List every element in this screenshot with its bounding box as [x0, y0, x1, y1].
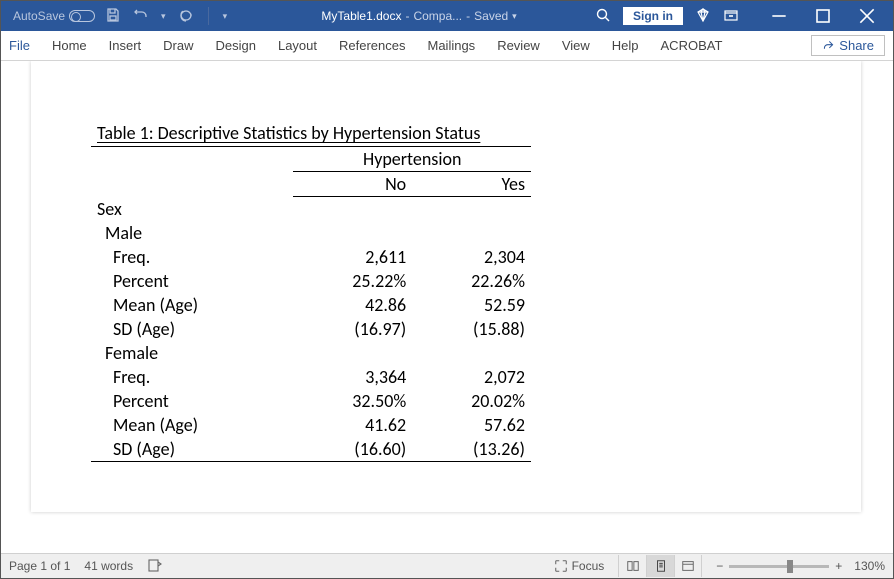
table-subgroup: Female — [91, 341, 531, 365]
table-row-label: Mean (Age) — [91, 413, 293, 437]
table-cell: 52.59 — [412, 293, 531, 317]
read-mode-button[interactable] — [618, 555, 646, 577]
table-row-label: Mean (Age) — [91, 293, 293, 317]
qat-dropdown-icon[interactable]: ▾ — [223, 11, 228, 22]
table-cell: 41.62 — [293, 413, 412, 437]
window-title: MyTable1.docx - Compa... - Saved ▾ — [243, 9, 595, 23]
zoom-in-button[interactable]: + — [835, 559, 842, 573]
table-cell: 2,304 — [412, 245, 531, 269]
table-row-label: Percent — [91, 269, 293, 293]
tab-help[interactable]: Help — [612, 38, 639, 53]
table-row-label: SD (Age) — [91, 317, 293, 341]
tab-design[interactable]: Design — [216, 38, 256, 53]
page: Table 1: Descriptive Statistics by Hyper… — [31, 61, 861, 512]
table-cell: 3,364 — [293, 365, 412, 389]
view-mode-buttons — [618, 555, 702, 577]
stats-table: Table 1: Descriptive Statistics by Hyper… — [91, 121, 531, 462]
tab-acrobat[interactable]: ACROBAT — [661, 38, 723, 53]
table-cell: (16.60) — [293, 437, 412, 462]
table-caption: Table 1: Descriptive Statistics by Hyper… — [91, 121, 531, 147]
tab-draw[interactable]: Draw — [163, 38, 193, 53]
autosave-toggle[interactable]: AutoSave — [13, 9, 95, 23]
share-label: Share — [839, 38, 874, 53]
doc-name: MyTable1.docx — [321, 9, 401, 23]
focus-mode-button[interactable]: Focus — [554, 559, 605, 573]
tab-mailings[interactable]: Mailings — [428, 38, 476, 53]
sign-in-button[interactable]: Sign in — [623, 7, 683, 25]
status-bar: Page 1 of 1 41 words Focus − + 130% — [1, 553, 893, 578]
undo-dropdown-icon[interactable]: ▾ — [161, 11, 166, 22]
table-cell: 57.62 — [412, 413, 531, 437]
word-count[interactable]: 41 words — [84, 559, 133, 573]
web-layout-button[interactable] — [674, 555, 702, 577]
diamond-icon[interactable] — [695, 7, 711, 26]
zoom-level[interactable]: 130% — [854, 559, 885, 573]
save-status: Saved — [474, 9, 508, 23]
tab-insert[interactable]: Insert — [109, 38, 142, 53]
document-area[interactable]: Table 1: Descriptive Statistics by Hyper… — [1, 61, 893, 553]
table-subgroup: Male — [91, 221, 531, 245]
table-row-label: Percent — [91, 389, 293, 413]
page-indicator[interactable]: Page 1 of 1 — [9, 559, 70, 573]
zoom-controls: − + 130% — [716, 559, 885, 573]
spellcheck-icon[interactable] — [147, 557, 163, 576]
table-cell: 22.26% — [412, 269, 531, 293]
table-row-label: Freq. — [91, 365, 293, 389]
share-button[interactable]: Share — [811, 35, 885, 56]
tab-home[interactable]: Home — [52, 38, 87, 53]
table-cell: (13.26) — [412, 437, 531, 462]
table-row-label: SD (Age) — [91, 437, 293, 462]
tab-review[interactable]: Review — [497, 38, 540, 53]
maximize-button[interactable] — [801, 1, 845, 31]
undo-icon[interactable] — [133, 7, 149, 26]
table-cell: 2,072 — [412, 365, 531, 389]
title-bar: AutoSave ▾ ▾ MyTable1.docx - Compa... - … — [1, 1, 893, 31]
ribbon-tabs: File Home Insert Draw Design Layout Refe… — [1, 31, 893, 61]
compat-mode: Compa... — [413, 9, 462, 23]
table-cell: (16.97) — [293, 317, 412, 341]
zoom-out-button[interactable]: − — [716, 559, 723, 573]
table-cell: (15.88) — [412, 317, 531, 341]
table-group: Sex — [91, 197, 531, 222]
minimize-button[interactable] — [757, 1, 801, 31]
print-layout-button[interactable] — [646, 555, 674, 577]
table-cell: 25.22% — [293, 269, 412, 293]
table-cell: 2,611 — [293, 245, 412, 269]
col-header-yes: Yes — [412, 172, 531, 197]
zoom-slider[interactable] — [729, 565, 829, 568]
focus-label: Focus — [572, 559, 605, 573]
save-status-dropdown-icon[interactable]: ▾ — [512, 11, 517, 22]
search-icon[interactable] — [595, 7, 611, 26]
close-button[interactable] — [845, 1, 889, 31]
col-header-no: No — [293, 172, 412, 197]
span-header: Hypertension — [293, 147, 531, 172]
quick-access-toolbar: ▾ ▾ — [105, 7, 227, 26]
table-cell: 32.50% — [293, 389, 412, 413]
table-row-label: Freq. — [91, 245, 293, 269]
table-cell: 42.86 — [293, 293, 412, 317]
save-icon[interactable] — [105, 7, 121, 26]
tab-view[interactable]: View — [562, 38, 590, 53]
table-cell: 20.02% — [412, 389, 531, 413]
redo-icon[interactable] — [178, 7, 194, 26]
toggle-off-icon — [69, 10, 95, 22]
autosave-label: AutoSave — [13, 9, 65, 23]
window-mode-icon[interactable] — [723, 7, 739, 26]
tab-layout[interactable]: Layout — [278, 38, 317, 53]
tab-references[interactable]: References — [339, 38, 405, 53]
tab-file[interactable]: File — [9, 38, 30, 53]
